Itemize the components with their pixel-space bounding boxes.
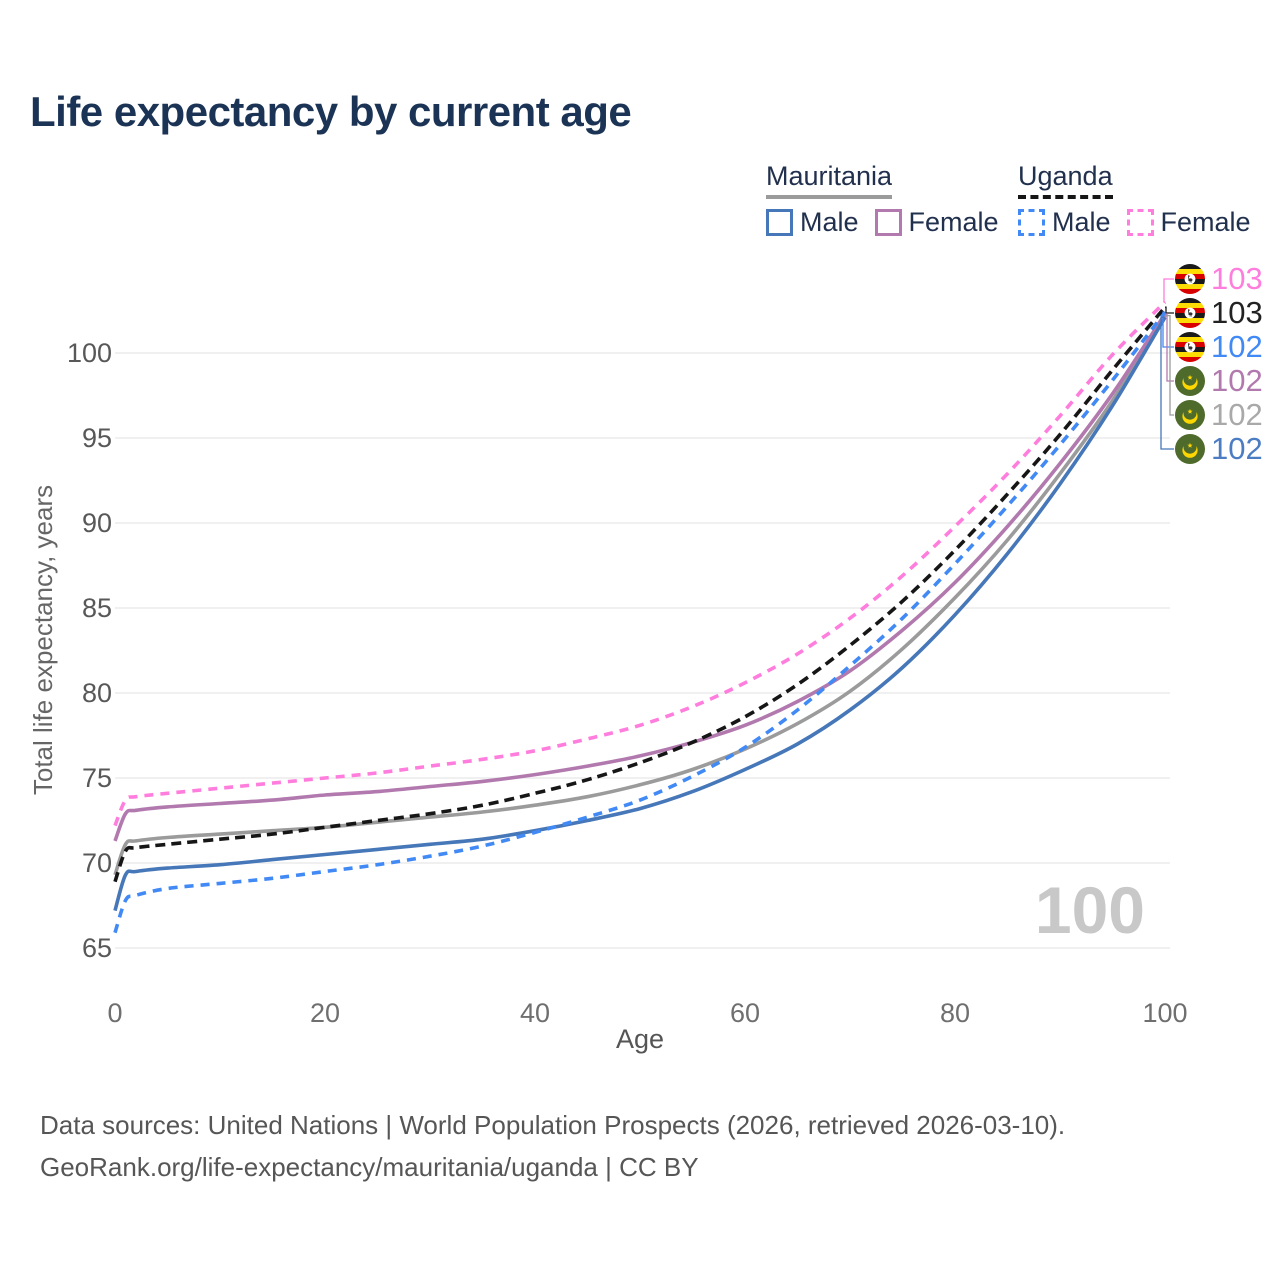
data-sources-line: Data sources: United Nations | World Pop… xyxy=(40,1110,1066,1140)
legend-country-mauritania[interactable]: Mauritania xyxy=(766,161,893,199)
age-counter-watermark: 100 xyxy=(1034,873,1145,947)
y-tick-70: 70 xyxy=(82,848,112,878)
x-axis-title: Age xyxy=(615,1024,665,1054)
flag-uganda-icon xyxy=(1175,332,1205,362)
legend-items-mauritania: Male Female xyxy=(766,207,1015,238)
series-lines xyxy=(113,300,1167,934)
legend-label-mauritania-male[interactable]: Male xyxy=(800,207,859,237)
flag-mauritania-icon xyxy=(1175,366,1205,396)
page-title: Life expectancy by current age xyxy=(30,88,632,135)
footer: Data sources: United Nations | World Pop… xyxy=(40,1104,1065,1188)
y-tick-80: 80 xyxy=(82,678,112,708)
end-label-uga-both: 103 xyxy=(1211,295,1263,330)
end-label-uga-male: 102 xyxy=(1211,329,1263,364)
x-tick-20: 20 xyxy=(310,998,340,1028)
x-axis-ticks: 0 20 40 60 80 100 xyxy=(107,998,1187,1028)
y-axis-title: Total life expectancy, years xyxy=(28,484,58,796)
y-tick-75: 75 xyxy=(82,763,112,793)
y-tick-65: 65 xyxy=(82,933,112,963)
y-tick-95: 95 xyxy=(82,423,112,453)
x-tick-60: 60 xyxy=(730,998,760,1028)
flag-uganda-icon xyxy=(1175,264,1205,294)
leader-line-uga-both xyxy=(1165,306,1174,314)
y-tick-85: 85 xyxy=(82,593,112,623)
flag-mauritania-icon xyxy=(1175,434,1205,464)
leader-line-mau-male xyxy=(1160,316,1174,450)
y-tick-90: 90 xyxy=(82,508,112,538)
gridlines xyxy=(115,352,1170,949)
series-line-mau-both[interactable] xyxy=(113,314,1167,876)
flag-uganda-icon xyxy=(1175,298,1205,328)
legend-country-uganda[interactable]: Uganda xyxy=(1018,161,1113,199)
legend-swatch-mauritania-male[interactable] xyxy=(766,209,793,236)
y-axis-ticks: 65 70 75 80 85 90 95 100 xyxy=(67,338,112,963)
legend-label-uganda-male[interactable]: Male xyxy=(1052,207,1111,237)
legend-items-uganda: Male Female xyxy=(1018,207,1267,238)
x-tick-40: 40 xyxy=(520,998,550,1028)
legend-label-mauritania-female[interactable]: Female xyxy=(908,207,999,237)
end-label-mau-male: 102 xyxy=(1211,431,1263,466)
legend-group-uganda: Uganda Male Female xyxy=(1018,161,1267,238)
flag-mauritania-icon xyxy=(1175,400,1205,430)
end-label-mau-both: 102 xyxy=(1211,397,1263,432)
source-url-line: GeoRank.org/life-expectancy/mauritania/u… xyxy=(40,1152,699,1182)
legend-group-mauritania: Mauritania Male Female xyxy=(766,161,1015,238)
x-tick-100: 100 xyxy=(1142,998,1187,1028)
legend-swatch-uganda-male[interactable] xyxy=(1018,209,1045,236)
legend-swatch-mauritania-female[interactable] xyxy=(874,209,902,236)
series-line-uga-male[interactable] xyxy=(113,311,1167,934)
leader-line-uga-male xyxy=(1162,311,1174,348)
leader-line-mau-both xyxy=(1165,314,1174,416)
x-tick-0: 0 xyxy=(107,998,122,1028)
legend-label-uganda-female[interactable]: Female xyxy=(1160,207,1251,237)
series-line-uga-both[interactable] xyxy=(113,305,1167,883)
x-tick-80: 80 xyxy=(940,998,970,1028)
end-label-mau-female: 102 xyxy=(1211,363,1263,398)
end-label-uga-female: 103 xyxy=(1211,261,1263,296)
series-line-mau-male[interactable] xyxy=(113,316,1167,912)
y-tick-100: 100 xyxy=(67,338,112,368)
leader-line-uga-female xyxy=(1163,278,1174,303)
legend-swatch-uganda-female[interactable] xyxy=(1126,209,1154,236)
series-line-mau-female[interactable] xyxy=(113,312,1167,842)
series-line-uga-female[interactable] xyxy=(113,300,1167,827)
